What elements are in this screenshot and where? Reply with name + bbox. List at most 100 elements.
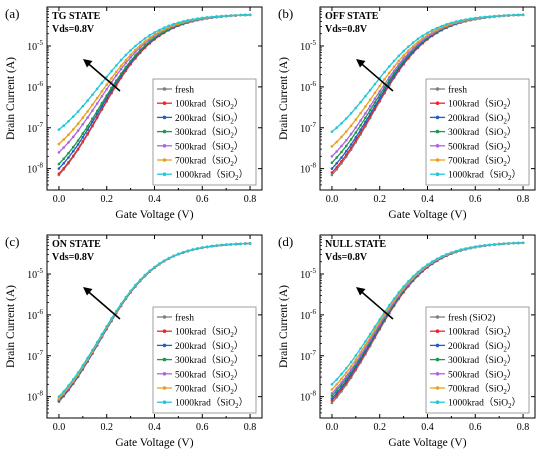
legend-label: 100krad（SiO2） bbox=[175, 98, 243, 112]
data-point bbox=[124, 58, 128, 62]
data-point bbox=[383, 88, 386, 92]
data-point bbox=[72, 145, 75, 149]
legend-label-close: ） bbox=[507, 340, 517, 352]
x-axis-label: Gate Voltage (V) bbox=[115, 209, 193, 221]
legend-label-sub: 2 bbox=[230, 132, 234, 140]
y-tick-label: 10-6 bbox=[300, 308, 316, 322]
data-point bbox=[134, 48, 137, 52]
data-point bbox=[378, 93, 382, 97]
legend-label-sub: 2 bbox=[503, 374, 507, 382]
legend-label-sub: 2 bbox=[503, 160, 507, 168]
legend-label: 500krad（SiO2） bbox=[175, 140, 243, 154]
legend-label-sub: 2 bbox=[503, 345, 507, 353]
data-point bbox=[411, 44, 415, 48]
y-axis-label: Drain Current (A) bbox=[5, 285, 17, 368]
legend-label-main: 700krad（SiO bbox=[175, 383, 231, 395]
data-point bbox=[364, 343, 367, 347]
data-point bbox=[345, 117, 348, 120]
x-tick-label: 0.2 bbox=[100, 422, 113, 433]
data-point bbox=[95, 102, 99, 105]
legend-label-close: ） bbox=[507, 140, 517, 152]
legend-label: fresh bbox=[448, 85, 467, 96]
legend-marker bbox=[435, 172, 440, 176]
data-point bbox=[349, 112, 353, 115]
y-tick-base: 10 bbox=[300, 270, 310, 281]
panel-letter: (b) bbox=[278, 6, 293, 21]
data-point bbox=[119, 302, 123, 306]
data-point bbox=[373, 91, 377, 95]
trend-arrow-head bbox=[83, 287, 93, 296]
x-tick-label: 0.4 bbox=[148, 422, 161, 433]
legend-label: 700krad（SiO2） bbox=[175, 155, 243, 169]
data-point bbox=[507, 14, 511, 17]
data-point bbox=[407, 45, 410, 48]
data-point bbox=[345, 139, 348, 142]
data-point bbox=[359, 119, 362, 122]
series-group bbox=[330, 13, 525, 177]
plot-frame bbox=[46, 6, 263, 191]
data-point bbox=[138, 278, 142, 282]
legend-label: 300krad（SiO2） bbox=[175, 354, 243, 368]
plot-frame bbox=[319, 6, 536, 191]
data-point bbox=[330, 155, 334, 158]
data-point bbox=[521, 241, 525, 245]
data-point bbox=[248, 13, 252, 17]
legend-label-main: 200krad（SiO bbox=[175, 112, 231, 124]
data-point bbox=[378, 90, 382, 93]
legend-marker bbox=[162, 144, 167, 148]
data-point bbox=[368, 88, 372, 92]
legend-label-main: 500krad（SiO bbox=[448, 368, 504, 380]
legend-label-sub: 2 bbox=[230, 345, 234, 353]
data-point bbox=[340, 381, 343, 384]
data-point bbox=[62, 138, 65, 141]
data-point bbox=[67, 133, 70, 136]
data-point bbox=[205, 15, 209, 19]
data-point bbox=[158, 30, 161, 34]
data-point bbox=[148, 36, 151, 40]
data-point bbox=[488, 15, 491, 18]
data-point bbox=[215, 15, 218, 18]
data-point bbox=[100, 101, 104, 105]
data-point bbox=[354, 354, 358, 357]
legend-label-close: ） bbox=[234, 112, 244, 124]
data-point bbox=[62, 124, 65, 127]
y-tick-label: 10-7 bbox=[300, 349, 316, 363]
data-point bbox=[364, 340, 367, 343]
data-point bbox=[373, 82, 377, 86]
legend-label-main: 1000krad（SiO bbox=[448, 169, 508, 181]
data-point bbox=[100, 90, 104, 93]
data-point bbox=[383, 86, 386, 89]
legend-label-sub: 2 bbox=[230, 331, 234, 339]
data-point bbox=[119, 64, 123, 68]
legend-label-main: 700krad（SiO bbox=[448, 383, 504, 395]
data-point bbox=[407, 52, 410, 55]
data-point bbox=[177, 252, 180, 256]
data-point bbox=[354, 139, 358, 142]
data-point bbox=[345, 149, 348, 153]
data-point bbox=[330, 167, 334, 170]
condition-label: Vds=0.8V bbox=[325, 252, 368, 263]
data-point bbox=[95, 109, 99, 113]
data-point bbox=[224, 243, 228, 246]
data-point bbox=[335, 391, 339, 395]
data-point bbox=[440, 255, 444, 258]
legend-label-main: 100krad（SiO bbox=[175, 326, 231, 338]
data-point bbox=[416, 270, 420, 274]
y-tick-power: -7 bbox=[310, 349, 316, 357]
y-tick-power: -5 bbox=[310, 267, 316, 275]
y-tick-base: 10 bbox=[27, 42, 37, 53]
y-axis-label: Drain Current (A) bbox=[278, 285, 290, 368]
data-point bbox=[76, 110, 80, 113]
y-tick-base: 10 bbox=[300, 311, 310, 322]
data-point bbox=[392, 297, 396, 301]
x-tick-label: 0.6 bbox=[196, 194, 209, 205]
y-tick-base: 10 bbox=[27, 124, 37, 135]
data-point bbox=[57, 142, 61, 146]
state-label: NULL STATE bbox=[325, 239, 386, 250]
legend-label: fresh (SiO2) bbox=[448, 313, 495, 324]
legend-marker bbox=[162, 400, 167, 405]
data-point bbox=[330, 399, 334, 402]
data-point bbox=[95, 340, 99, 344]
data-point bbox=[186, 249, 190, 253]
